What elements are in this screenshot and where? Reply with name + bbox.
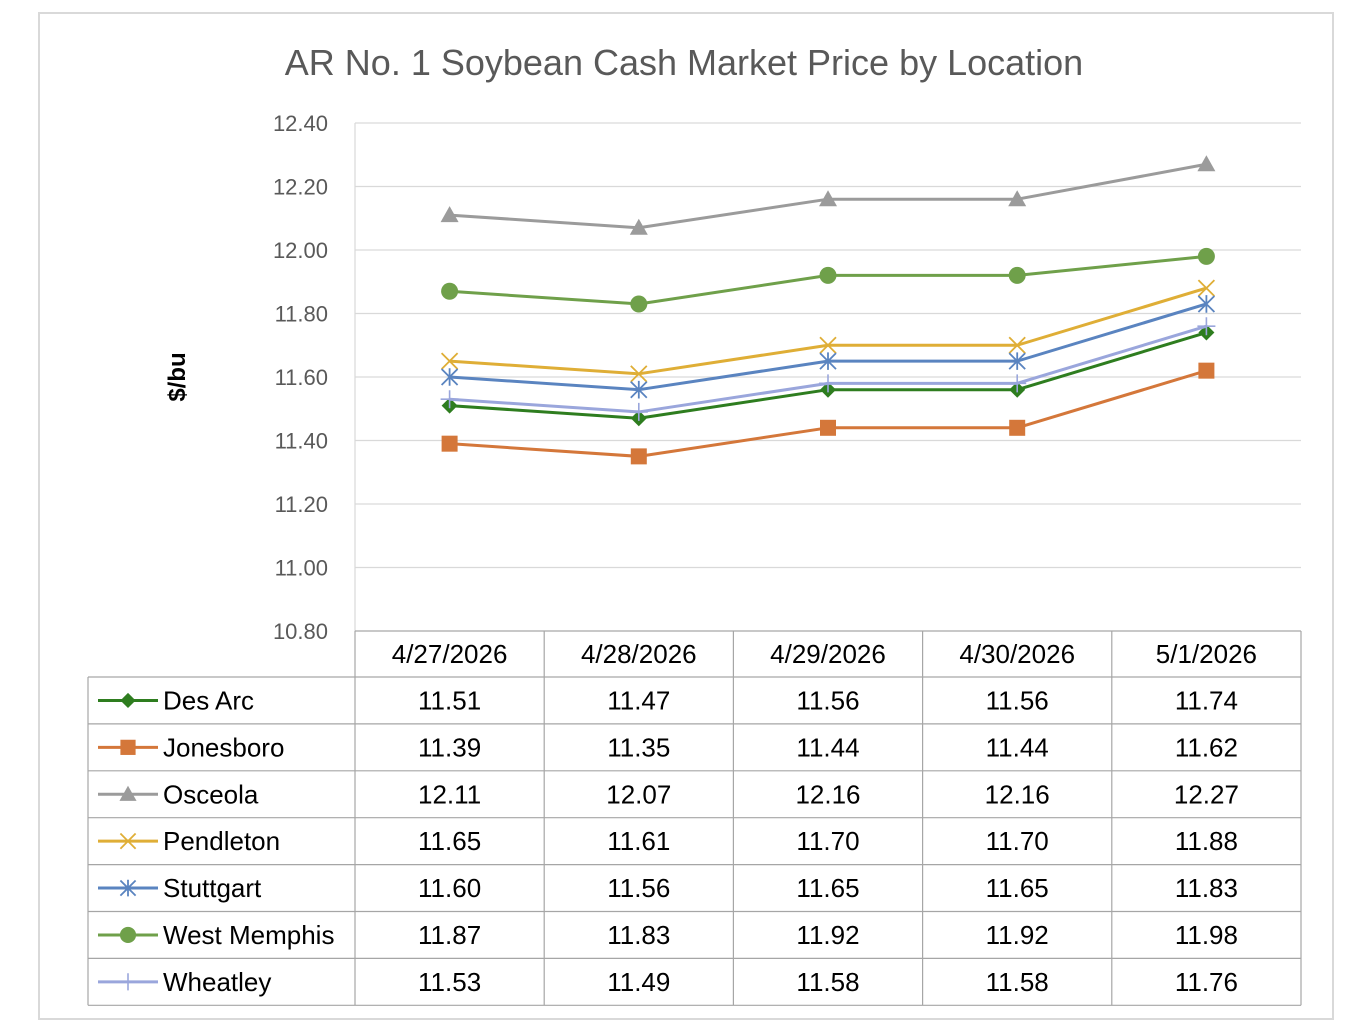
legend-key-marker (119, 832, 137, 850)
data-point-marker (441, 282, 459, 300)
data-point-marker (629, 218, 648, 235)
data-point-marker (1008, 190, 1027, 207)
x-category-label: 4/30/2026 (959, 639, 1075, 669)
data-table-value: 12.11 (418, 779, 481, 809)
data-point-marker (1008, 266, 1026, 284)
x-category-label: 4/29/2026 (770, 639, 886, 669)
data-table-value: 11.76 (1175, 967, 1238, 997)
y-tick-label: 12.40 (273, 111, 328, 136)
y-tick-label: 12.00 (273, 238, 328, 263)
data-table-value: 11.60 (418, 873, 481, 903)
data-point-marker (441, 435, 458, 452)
legend-series-name: Osceola (163, 779, 259, 809)
chart-title: AR No. 1 Soybean Cash Market Price by Lo… (285, 42, 1083, 83)
legend-key-marker (119, 879, 137, 897)
data-point-marker (440, 368, 459, 386)
legend-series-name: Jonesboro (163, 732, 284, 762)
x-category-label: 5/1/2026 (1156, 639, 1257, 669)
y-tick-label: 11.60 (275, 365, 328, 390)
data-point-marker (630, 380, 648, 399)
data-point-marker (1197, 155, 1216, 172)
data-table-value: 11.83 (607, 920, 670, 950)
legend-series-name: Des Arc (163, 685, 254, 715)
data-point-marker (1197, 279, 1216, 297)
data-table-value: 11.65 (418, 826, 481, 856)
data-point-marker (819, 352, 837, 370)
data-table-value: 11.65 (796, 873, 859, 903)
data-point-marker (629, 402, 648, 421)
legend-key-marker (119, 973, 137, 991)
data-point-marker (819, 266, 837, 284)
data-point-marker (1008, 352, 1026, 370)
data-table-value: 11.92 (986, 920, 1049, 950)
legend-key-marker (120, 692, 136, 709)
legend-series-name: Wheatley (163, 967, 271, 997)
legend-key-marker (119, 926, 137, 944)
legend-series-name: West Memphis (163, 920, 334, 950)
data-table-value: 11.44 (986, 732, 1049, 762)
data-point-marker (1009, 419, 1026, 436)
data-table-value: 11.35 (607, 732, 670, 762)
data-point-marker (630, 365, 648, 383)
y-tick-label: 11.40 (275, 429, 328, 454)
data-point-marker (820, 419, 836, 436)
data-table-value: 11.56 (607, 873, 670, 903)
data-table-value: 11.58 (986, 967, 1049, 997)
data-table-value: 11.49 (607, 967, 670, 997)
data-table-value: 11.74 (1175, 685, 1238, 715)
data-table-value: 11.47 (607, 685, 670, 715)
legend-key-marker (120, 739, 136, 755)
data-point-marker (440, 206, 459, 223)
y-axis-label: $/bu (164, 352, 191, 401)
data-point-marker (630, 295, 648, 313)
data-point-marker (440, 352, 459, 370)
y-tick-label: 11.00 (275, 556, 328, 581)
data-table-value: 11.70 (986, 826, 1049, 856)
data-table-value: 12.27 (1174, 779, 1239, 809)
data-point-marker (1197, 295, 1216, 313)
data-table-value: 11.62 (1175, 732, 1238, 762)
x-category-label: 4/28/2026 (581, 639, 697, 669)
data-table-value: 11.61 (607, 826, 670, 856)
data-table-value: 11.92 (796, 920, 859, 950)
data-table-value: 12.07 (606, 779, 671, 809)
data-point-marker (1197, 317, 1216, 336)
data-table-value: 11.53 (418, 967, 481, 997)
y-tick-label: 12.20 (273, 175, 328, 200)
data-table-value: 12.16 (795, 779, 860, 809)
data-table-value: 11.58 (796, 967, 859, 997)
data-table-value: 11.44 (796, 732, 859, 762)
y-tick-label: 11.20 (275, 492, 328, 517)
y-tick-label: 11.80 (275, 302, 328, 327)
data-point-marker (819, 374, 837, 393)
data-point-marker (1198, 362, 1215, 379)
y-tick-label: 10.80 (273, 619, 328, 644)
data-point-marker (440, 390, 459, 409)
data-table-value: 12.16 (985, 779, 1050, 809)
data-table-value: 11.56 (986, 685, 1049, 715)
legend-series-name: Pendleton (163, 826, 280, 856)
data-point-marker (1008, 374, 1027, 393)
data-table-value: 11.70 (796, 826, 859, 856)
data-table-value: 11.39 (418, 732, 481, 762)
data-table-value: 11.98 (1175, 920, 1238, 950)
data-point-marker (1008, 336, 1026, 354)
data-table-value: 11.51 (418, 685, 481, 715)
data-table-value: 11.83 (1175, 873, 1238, 903)
data-point-marker (630, 448, 647, 465)
data-table-value: 11.56 (796, 685, 859, 715)
legend-series-name: Stuttgart (163, 873, 262, 903)
data-point-marker (819, 336, 837, 354)
x-category-label: 4/27/2026 (392, 639, 508, 669)
legend-key-marker (119, 785, 137, 801)
data-table-value: 11.87 (418, 920, 481, 950)
data-table-value: 11.88 (1175, 826, 1238, 856)
data-table-value: 11.65 (986, 873, 1049, 903)
data-point-marker (819, 190, 837, 207)
data-point-marker (1197, 247, 1215, 265)
